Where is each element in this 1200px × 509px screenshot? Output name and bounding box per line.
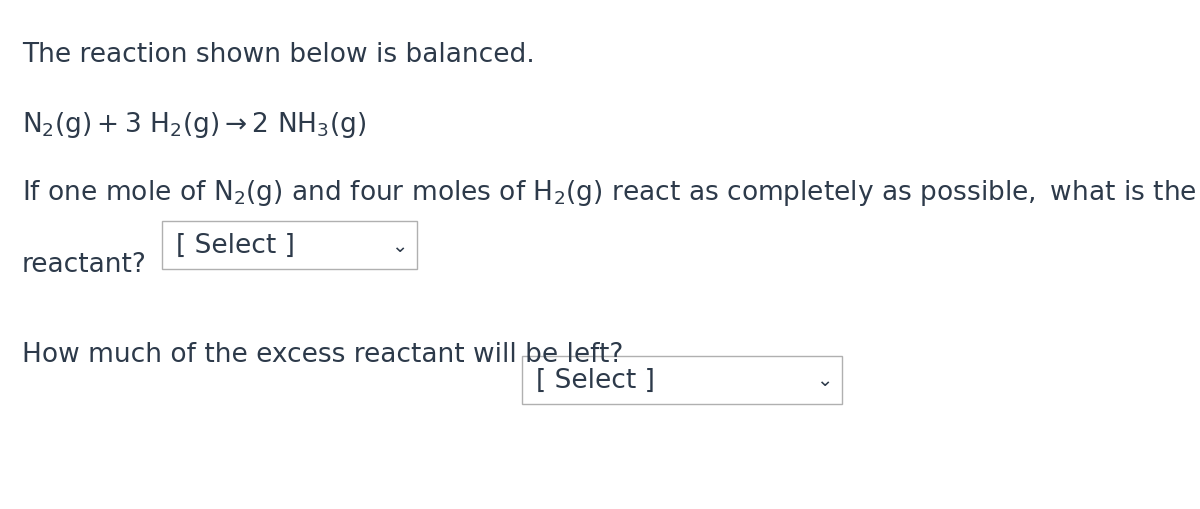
Text: ⌄: ⌄ xyxy=(391,236,407,255)
Text: $\mathregular{N_2(g) + 3\ H_2(g) \rightarrow 2\ NH_3(g)}$: $\mathregular{N_2(g) + 3\ H_2(g) \righta… xyxy=(22,110,366,140)
Text: [ Select ]: [ Select ] xyxy=(176,233,295,259)
Text: reactant?: reactant? xyxy=(22,251,146,277)
Text: $\mathregular{If\ one\ mole\ of\ N_2(g)\ and\ four\ moles\ of\ H_2(g)\ react\ as: $\mathregular{If\ one\ mole\ of\ N_2(g)\… xyxy=(22,178,1200,208)
Text: ⌄: ⌄ xyxy=(816,371,832,390)
Text: How much of the excess reactant will be left?: How much of the excess reactant will be … xyxy=(22,342,623,367)
Text: The reaction shown below is balanced.: The reaction shown below is balanced. xyxy=(22,42,535,68)
FancyBboxPatch shape xyxy=(162,221,418,269)
Text: [ Select ]: [ Select ] xyxy=(536,367,655,393)
FancyBboxPatch shape xyxy=(522,356,842,404)
